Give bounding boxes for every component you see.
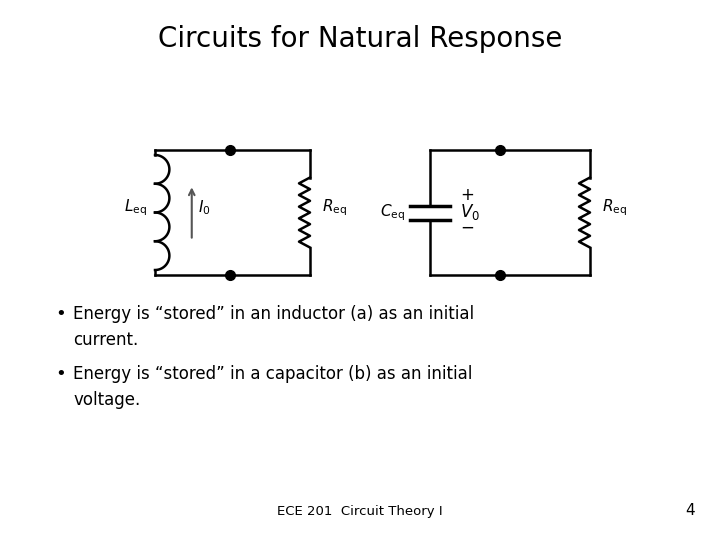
Text: Energy is “stored” in a capacitor (b) as an initial
voltage.: Energy is “stored” in a capacitor (b) as…	[73, 365, 472, 409]
Text: −: −	[460, 219, 474, 237]
Text: $I_0$: $I_0$	[198, 198, 210, 217]
Text: $V_0$: $V_0$	[460, 202, 480, 222]
Text: $C_{\rm eq}$: $C_{\rm eq}$	[380, 202, 405, 223]
Text: Circuits for Natural Response: Circuits for Natural Response	[158, 25, 562, 53]
Text: +: +	[460, 186, 474, 205]
Text: $R_{\rm eq}$: $R_{\rm eq}$	[602, 197, 627, 218]
Text: •: •	[55, 305, 66, 323]
Text: $R_{\rm eq}$: $R_{\rm eq}$	[322, 197, 347, 218]
Text: ECE 201  Circuit Theory I: ECE 201 Circuit Theory I	[277, 505, 443, 518]
Text: 4: 4	[685, 503, 695, 518]
Text: Energy is “stored” in an inductor (a) as an initial
current.: Energy is “stored” in an inductor (a) as…	[73, 305, 474, 349]
Text: $L_{\rm eq}$: $L_{\rm eq}$	[124, 197, 147, 218]
Text: •: •	[55, 365, 66, 383]
